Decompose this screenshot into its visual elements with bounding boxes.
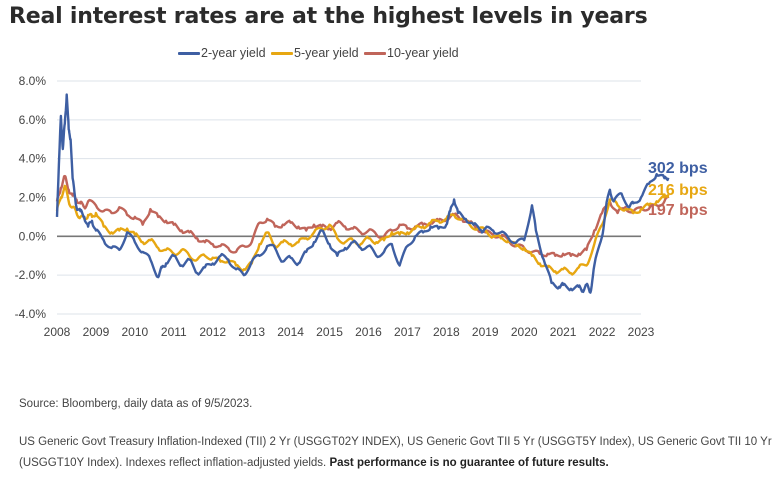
x-tick-label: 2018 (433, 325, 460, 339)
footnote: US Generic Govt Treasury Inflation-Index… (19, 432, 779, 474)
legend-item-10-year: 10-year yield (364, 46, 459, 60)
series-line-2-year-yield (55, 93, 670, 294)
y-tick-label: -2.0% (15, 268, 47, 282)
y-tick-label: 0.0% (19, 229, 47, 243)
series-line-5-year-yield (55, 184, 670, 276)
legend-item-5-year: 5-year yield (271, 46, 359, 60)
legend-item-2-year: 2-year yield (178, 46, 266, 60)
footnote-text: US Generic Govt Treasury Inflation-Index… (19, 436, 772, 469)
x-tick-label: 2022 (589, 325, 616, 339)
x-tick-label: 2013 (238, 325, 265, 339)
end-label-2-year-yield: 302 bps (648, 160, 708, 177)
x-tick-label: 2023 (628, 325, 655, 339)
legend-label-10-year: 10-year yield (387, 46, 459, 60)
chart-legend: 2-year yield 5-year yield 10-year yield (0, 46, 781, 64)
series-line-10-year-yield (55, 174, 670, 258)
x-tick-label: 2016 (355, 325, 382, 339)
source-note: Source: Bloomberg, daily data as of 9/5/… (19, 398, 253, 410)
x-tick-label: 2014 (277, 325, 304, 339)
chart-title: Real interest rates are at the highest l… (9, 4, 648, 29)
x-tick-label: 2008 (44, 325, 71, 339)
x-tick-label: 2020 (511, 325, 538, 339)
x-tick-label: 2012 (199, 325, 226, 339)
legend-label-5-year: 5-year yield (294, 46, 359, 60)
line-chart: 8.0% 6.0% 4.0% 2.0% 0.0% -2.0% -4.0% 2008 2009 20… (15, 74, 708, 339)
legend-swatch-10-year (364, 51, 386, 55)
x-tick-label: 2011 (161, 325, 187, 339)
x-tick-label: 2015 (316, 325, 343, 339)
legend-label-2-year: 2-year yield (201, 46, 266, 60)
legend-swatch-5-year (271, 51, 293, 55)
y-tick-label: 2.0% (19, 191, 47, 205)
y-tick-label: 8.0% (19, 74, 47, 88)
x-tick-label: 2009 (83, 325, 110, 339)
x-tick-label: 2021 (550, 325, 577, 339)
x-tick-label: 2017 (394, 325, 421, 339)
legend-swatch-2-year (178, 51, 200, 55)
y-tick-label: 6.0% (19, 113, 47, 127)
y-tick-label: -4.0% (15, 307, 47, 321)
end-label-5-year-yield: 216 bps (648, 182, 708, 199)
end-label-10-year-yield: 197 bps (648, 202, 708, 219)
disclaimer: Past performance is no guarantee of futu… (329, 457, 609, 469)
x-tick-label: 2010 (122, 325, 149, 339)
x-tick-label: 2019 (472, 325, 499, 339)
y-tick-label: 4.0% (19, 152, 47, 166)
